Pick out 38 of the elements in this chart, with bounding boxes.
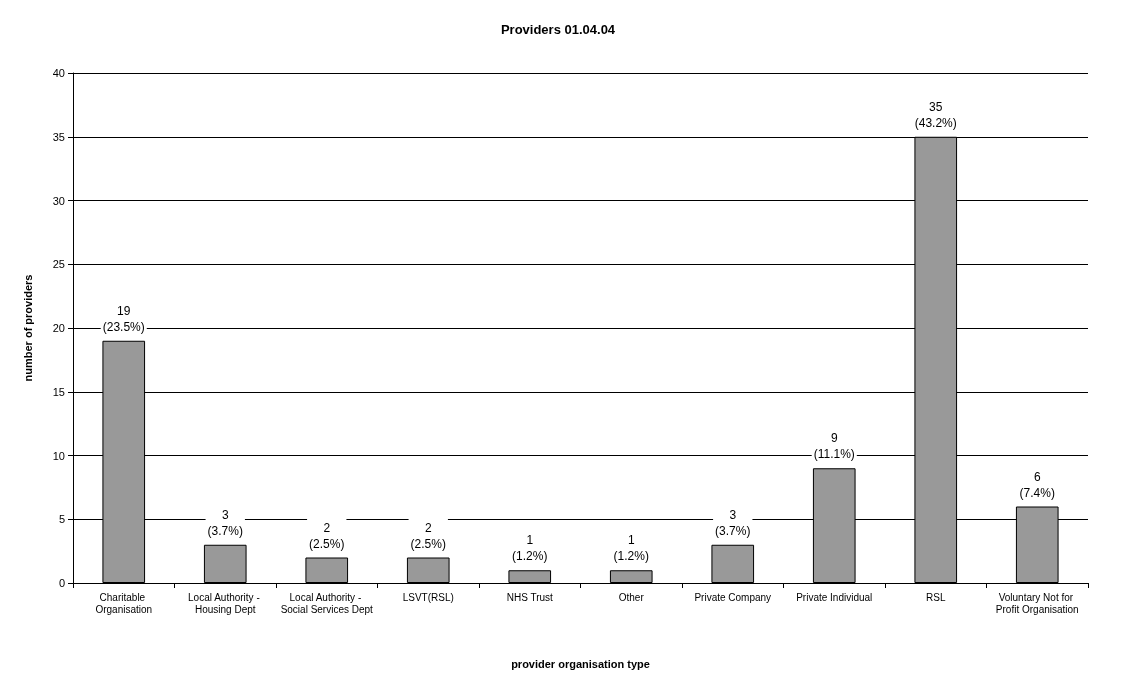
x-tick-label: RSL [926,591,946,603]
data-label: 1 (1.2%) [613,533,649,564]
y-axis-title: number of providers [21,274,34,382]
y-tick-label: 20 [52,322,65,334]
y-tick-label: 15 [52,385,65,398]
x-tick-label: Local Authority - Housing Dept [188,591,263,615]
y-tick-label: 35 [52,130,65,143]
bar [609,570,653,583]
data-label: 3 (3.7%) [715,507,751,538]
data-label: 3 (3.7%) [207,507,243,538]
y-tick-label: 10 [52,449,65,462]
data-label: 2 (2.5%) [309,520,345,551]
y-tick-label: 25 [52,258,65,271]
x-tick-label: Voluntary Not for Profit Organisation [995,591,1079,615]
data-label: 2 (2.5%) [410,520,446,551]
bar [406,557,450,583]
data-label: 1 (1.2%) [512,533,548,564]
y-tick-label: 30 [52,194,65,207]
x-tick-label: Local Authority - Social Services Dept [280,591,374,615]
y-tick-label: 40 [52,67,65,79]
x-axis-title: provider organisation type [511,657,650,670]
x-tick-label: Private Individual [796,591,873,603]
x-tick-label: LSVT(RSL) [402,591,454,603]
y-tick-label: 5 [58,513,65,526]
x-tick-label: NHS Trust [506,591,554,603]
x-tick-label: Private Company [694,591,772,603]
y-tick-label: 0 [58,577,65,589]
x-tick-label: Charitable Organisation [95,591,153,615]
bar [508,570,552,583]
chart-title: Providers 01.04.04 [500,22,616,37]
bar [711,544,755,583]
bar [305,557,349,583]
data-label: 35 (43.2%) [914,99,957,130]
data-label: 9 (11.1%) [813,431,855,462]
data-label: 6 (7.4%) [1019,469,1055,500]
x-tick-label: Other [618,591,645,603]
bar [203,544,247,583]
data-label: 19 (23.5%) [102,303,145,334]
